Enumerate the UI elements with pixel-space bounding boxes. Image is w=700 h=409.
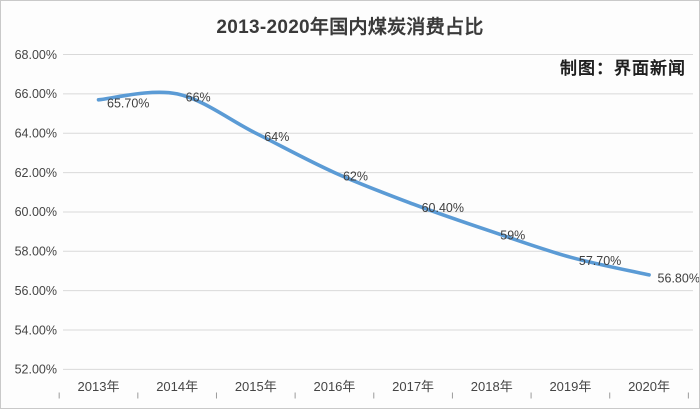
- y-axis-tick-label: 56.00%: [15, 284, 57, 298]
- x-axis-category-label: 2020年: [628, 379, 670, 394]
- data-label: 65.70%: [107, 97, 149, 111]
- y-axis-tick-label: 66.00%: [15, 87, 57, 101]
- y-axis-tick-label: 58.00%: [15, 245, 57, 259]
- data-label: 57.70%: [579, 254, 621, 268]
- data-label: 56.80%: [658, 272, 700, 286]
- data-label: 62%: [343, 169, 368, 183]
- x-axis-category-label: 2013年: [78, 379, 120, 394]
- x-axis-category-label: 2016年: [313, 379, 355, 394]
- x-axis-category-label: 2019年: [549, 379, 591, 394]
- x-axis-category-label: 2014年: [156, 379, 198, 394]
- y-axis-tick-label: 52.00%: [15, 363, 57, 377]
- credit-label: 制图：界面新闻: [560, 59, 686, 78]
- x-axis-category-label: 2015年: [235, 379, 277, 394]
- data-label: 66%: [186, 91, 211, 105]
- y-axis-tick-label: 60.00%: [15, 205, 57, 219]
- x-axis-category-label: 2018年: [471, 379, 513, 394]
- y-axis-tick-label: 64.00%: [15, 127, 57, 141]
- x-axis-category-label: 2017年: [392, 379, 434, 394]
- series-line: [96, 90, 651, 277]
- chart-title: 2013-2020年国内煤炭消费占比: [216, 17, 484, 38]
- data-label: 64%: [264, 130, 289, 144]
- y-axis-tick-label: 54.00%: [15, 323, 57, 337]
- y-axis-tick-label: 68.00%: [15, 48, 57, 62]
- data-label: 60.40%: [422, 201, 464, 215]
- y-axis-tick-label: 62.00%: [15, 166, 57, 180]
- data-label: 59%: [500, 228, 525, 242]
